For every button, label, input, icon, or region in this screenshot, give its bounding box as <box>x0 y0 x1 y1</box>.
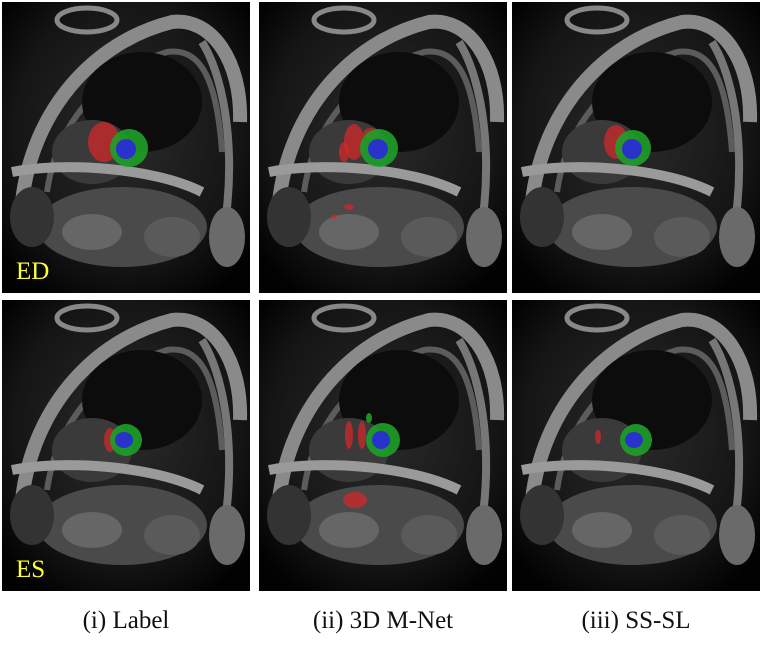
mri-panel <box>259 2 507 293</box>
segmentation-region <box>339 142 349 162</box>
segmentation-region <box>345 421 353 449</box>
segmentation-region <box>358 421 366 449</box>
segmentation-region <box>344 204 354 210</box>
mri-panel <box>512 2 760 293</box>
segmentation-region <box>115 432 133 448</box>
segmentation-region <box>331 215 337 219</box>
segmentation-region <box>625 432 643 448</box>
column-caption: (iii) SS-SL <box>581 607 690 634</box>
phase-label: ED <box>16 258 49 285</box>
segmentation-region <box>622 139 642 159</box>
column-caption: (i) Label <box>83 607 170 634</box>
segmentation-region <box>116 139 136 159</box>
segmentation-region <box>368 139 388 159</box>
segmentation-region <box>366 413 372 423</box>
segmentation-region <box>372 431 390 449</box>
mri-panel: ED <box>2 2 250 293</box>
segmentation-region <box>344 124 364 160</box>
phase-label: ES <box>16 556 45 583</box>
segmentation-region <box>343 492 367 508</box>
mri-panel <box>512 300 760 591</box>
mri-panel <box>259 300 507 591</box>
mri-panel: ES <box>2 300 250 591</box>
segmentation-region <box>595 430 601 444</box>
column-caption: (ii) 3D M-Net <box>313 607 453 634</box>
